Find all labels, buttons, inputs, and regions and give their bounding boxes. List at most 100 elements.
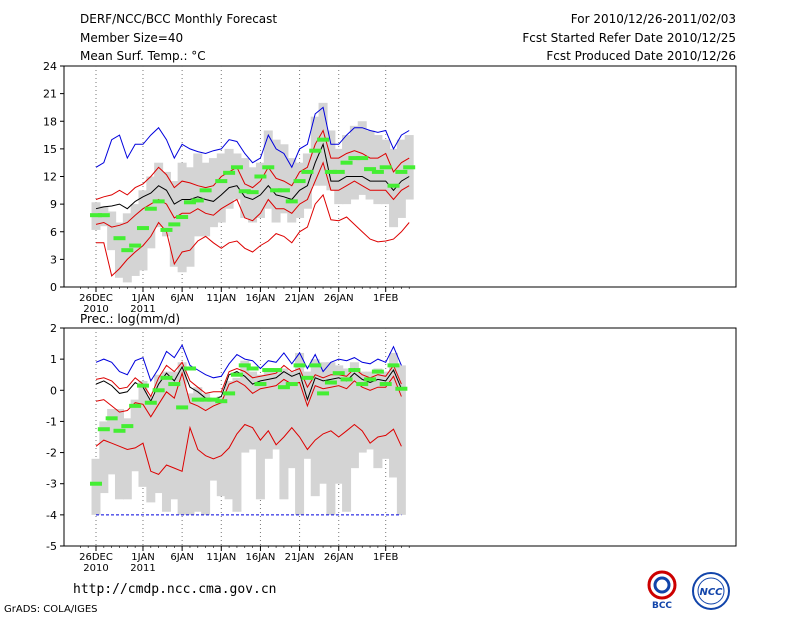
observed-marker <box>379 382 392 387</box>
range-bar <box>310 359 320 497</box>
range-bar <box>326 362 336 515</box>
range-bar <box>138 190 148 271</box>
observed-marker <box>152 388 165 393</box>
range-bar <box>381 371 391 459</box>
range-bar <box>224 148 234 209</box>
x-tick-label: 26JAN <box>324 552 354 563</box>
observed-marker <box>176 405 189 410</box>
x-tick-label: 11JAN <box>206 293 236 304</box>
observed-marker <box>317 391 330 396</box>
observed-marker <box>136 383 149 388</box>
observed-marker <box>371 169 384 174</box>
forecast-start-date: Fcst Started Refer Date 2010/12/25 <box>522 31 736 45</box>
y-tick-label: -3 <box>46 478 57 491</box>
x-tick-year: 2010 <box>83 304 108 315</box>
range-bar <box>185 167 195 267</box>
observed-marker <box>90 481 102 486</box>
range-bar <box>146 396 156 503</box>
observed-marker <box>262 368 275 373</box>
observed-marker <box>364 377 377 382</box>
observed-marker <box>105 416 118 421</box>
range-bar <box>232 377 242 512</box>
range-bar <box>185 393 195 515</box>
variable-label: Mean Surf. Temp.: °C <box>80 49 206 63</box>
y-tick-label: 21 <box>43 88 57 101</box>
range-bar <box>373 368 383 469</box>
x-tick-label: 1FEB <box>373 552 398 563</box>
range-bar <box>240 158 250 218</box>
source-url[interactable]: http://cmdp.ncc.cma.gov.cn <box>73 582 277 597</box>
observed-marker <box>348 368 361 373</box>
range-bar <box>154 374 164 494</box>
y-tick-label: 12 <box>43 171 57 184</box>
chart-title: DERF/NCC/BCC Monthly Forecast <box>80 12 278 26</box>
observed-marker <box>238 189 251 194</box>
series-line-upper <box>95 129 410 200</box>
observed-marker <box>364 167 377 172</box>
range-bar <box>248 167 258 223</box>
observed-marker <box>356 382 369 387</box>
y-tick-label: 9 <box>50 198 57 211</box>
x-tick-label: 16JAN <box>246 552 276 563</box>
series-line-lower <box>95 161 410 228</box>
x-tick-label: 21JAN <box>285 552 315 563</box>
observed-marker <box>309 148 322 153</box>
range-bar <box>342 368 352 512</box>
observed-marker <box>223 170 236 175</box>
x-tick-year: 2011 <box>130 304 155 315</box>
range-bar <box>193 153 203 237</box>
observed-marker <box>129 243 142 248</box>
x-tick-label: 11JAN <box>206 552 236 563</box>
x-tick-label: 16JAN <box>246 293 276 304</box>
y-tick-label: 0 <box>50 384 57 397</box>
svg-text:NCC: NCC <box>699 587 723 598</box>
series-line-upper <box>95 361 402 398</box>
observed-marker <box>277 188 290 193</box>
observed-marker <box>152 199 165 204</box>
range-bar <box>295 352 305 515</box>
observed-marker <box>348 156 361 161</box>
range-bar <box>349 362 359 469</box>
range-bar <box>224 380 234 500</box>
observed-marker <box>238 363 251 368</box>
range-bar <box>255 162 265 218</box>
observed-marker <box>340 160 353 165</box>
observed-marker <box>246 366 259 371</box>
range-bar <box>373 135 383 205</box>
range-bar <box>396 365 406 515</box>
observed-marker <box>136 226 149 231</box>
range-bar <box>389 148 399 228</box>
range-bar <box>326 130 336 191</box>
range-bar <box>130 204 140 276</box>
range-bar <box>122 213 132 283</box>
observed-marker <box>254 174 267 179</box>
range-bar <box>208 399 218 481</box>
range-bar <box>138 380 148 487</box>
x-tick-label: 26JAN <box>324 293 354 304</box>
series-line-max <box>95 343 402 383</box>
observed-marker <box>324 380 337 385</box>
observed-marker <box>144 400 157 405</box>
observed-marker <box>199 188 212 193</box>
range-bar <box>263 130 273 209</box>
range-bar <box>302 153 312 209</box>
plot-frame <box>63 327 737 547</box>
range-bar <box>169 371 179 500</box>
grads-credit: GrADS: COLA/IGES <box>4 604 98 615</box>
y-tick-label: 18 <box>43 115 57 128</box>
panel-title: Prec.: log(mm/d) <box>80 312 180 326</box>
x-tick-year: 2011 <box>130 563 155 574</box>
y-tick-label: -4 <box>46 509 57 522</box>
observed-marker <box>332 169 345 174</box>
range-bar <box>255 374 265 500</box>
observed-marker <box>293 363 306 368</box>
observed-marker <box>230 165 243 170</box>
observed-marker <box>324 169 337 174</box>
y-tick-label: 24 <box>43 60 57 73</box>
x-tick-label: 26DEC <box>79 293 113 304</box>
observed-marker <box>317 137 330 142</box>
range-bar <box>161 371 171 512</box>
observed-marker <box>90 213 102 218</box>
observed-marker <box>129 403 142 408</box>
